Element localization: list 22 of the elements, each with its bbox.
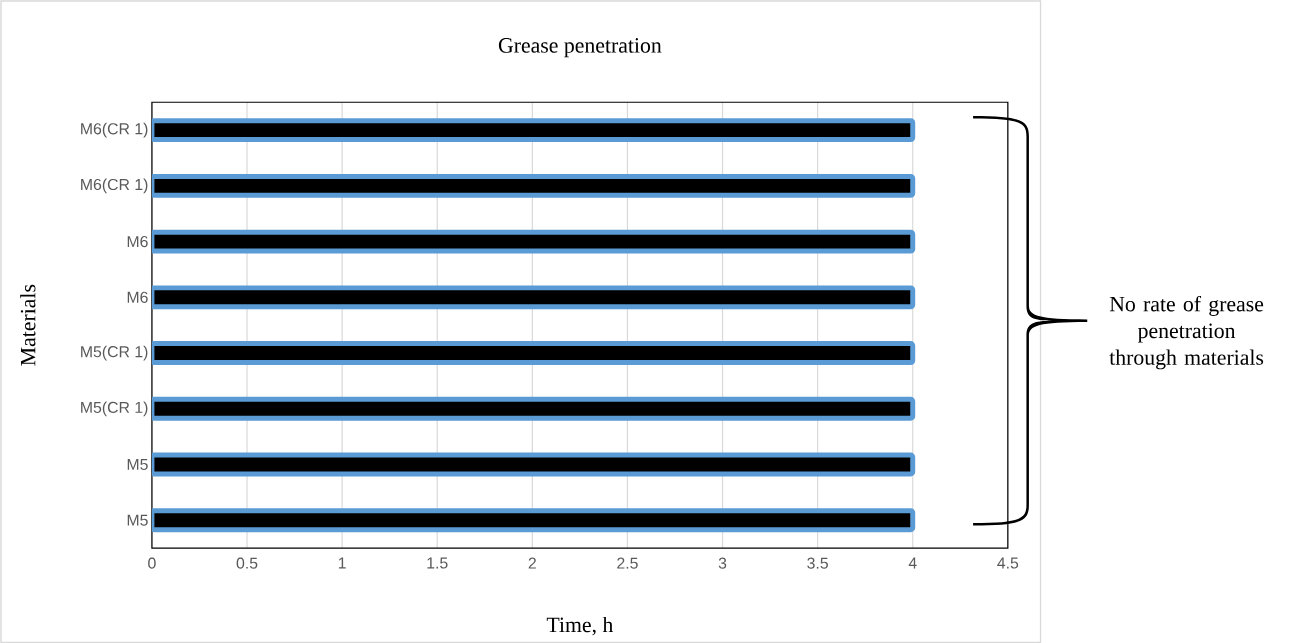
x-tick-label: 4.5 [997, 557, 1019, 569]
x-tick-label: 0.5 [236, 557, 258, 569]
x-tick-label: 4 [908, 557, 917, 569]
x-tick-label: 3.5 [807, 557, 828, 569]
y-tick-label: M6 [127, 291, 148, 303]
x-tick-label: 2.5 [617, 557, 638, 569]
x-tick-label: 1 [338, 557, 346, 569]
text: No rate of grease penetration through materials [1109, 295, 1264, 370]
x-tick-label: 1.5 [427, 557, 448, 569]
y-tick-label: M5 [127, 458, 148, 470]
x-axis-title: Time, h [546, 616, 614, 636]
y-tick-label: M6(CR 1) [81, 178, 148, 194]
x-tick-label: 0 [148, 557, 156, 569]
x-tick-label: 3 [718, 557, 727, 569]
y-tick-label: M5(CR 1) [81, 345, 148, 361]
y-tick-label: M6 [127, 235, 148, 247]
y-tick-label: M6(CR 1) [81, 122, 148, 138]
y-tick-label: M5(CR 1) [81, 401, 148, 416]
y-tick-label: M5 [127, 514, 148, 526]
y-axis-title: Materials [20, 284, 36, 366]
x-tick-label: 2 [528, 557, 536, 569]
chart-title: Grease penetration [498, 37, 662, 57]
